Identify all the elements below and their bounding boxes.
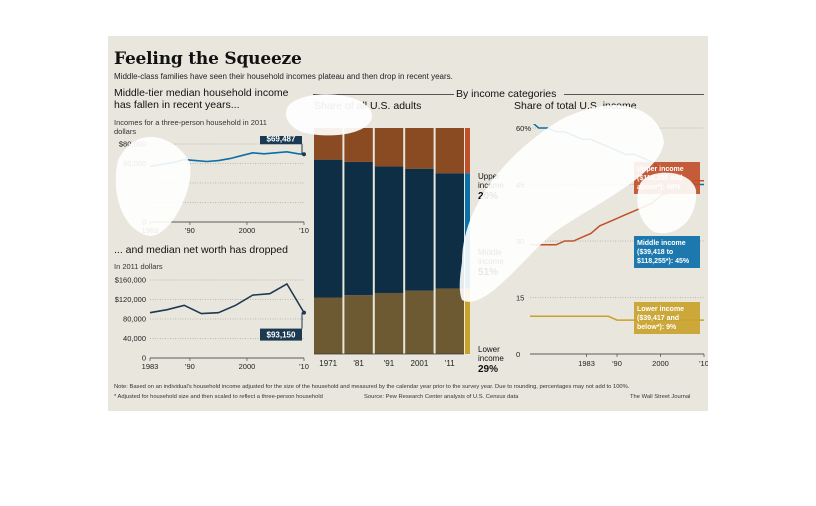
- y-tick-label: 80,000: [123, 315, 146, 324]
- categories-rule-left: [313, 94, 454, 95]
- x-tick-label: '10: [699, 359, 708, 368]
- series-label: ($39,417 and: [637, 315, 679, 322]
- categories-heading: By income categories: [456, 88, 557, 100]
- legend-label: income: [478, 354, 504, 363]
- x-tick-label: '90: [185, 226, 195, 235]
- x-tick-label: '90: [612, 359, 622, 368]
- bar-segment: [314, 297, 343, 354]
- series-label: below*): 9%: [637, 324, 677, 331]
- y-tick-label: 15: [516, 294, 524, 303]
- bar-segment: [374, 292, 404, 354]
- categories-rule-right: [564, 94, 704, 95]
- x-tick-label: 2000: [239, 362, 256, 371]
- x-tick-label: '91: [384, 359, 395, 368]
- income-note-line1: Incomes for a three-person household in …: [114, 118, 267, 127]
- y-tick-label: 45: [516, 181, 524, 190]
- legend-label: Lower: [478, 345, 500, 354]
- income-note-line2: dollars: [114, 127, 137, 136]
- legend-label: income: [478, 257, 504, 266]
- networth-note: In 2011 dollars: [114, 262, 163, 271]
- bar-segment: [344, 128, 373, 162]
- series-label: $118,255*): 45%: [637, 258, 690, 265]
- legend-value: 51%: [478, 267, 498, 278]
- bar-segment: [435, 173, 464, 289]
- y-tick-label: 60%: [516, 124, 531, 133]
- legend-label: Upper: [478, 172, 500, 181]
- footer-credit: The Wall Street Journal: [630, 394, 691, 400]
- end-point: [302, 152, 306, 157]
- footer-asterisk: * Adjusted for household size and then s…: [114, 394, 323, 400]
- legend-swatch: [465, 288, 470, 354]
- x-tick-label: 1983: [142, 362, 159, 371]
- chart-subtitle: Middle-class families have seen their ho…: [114, 72, 453, 81]
- series-line: [149, 282, 305, 315]
- end-point: [302, 310, 306, 315]
- networth-line-chart: 0 40,000 80,000 $120,000 $160,000 1983 '90 2000…: [115, 276, 309, 372]
- series-label: ($39,418 to: [637, 249, 673, 256]
- y-tick-label: $80,000: [119, 140, 146, 149]
- adults-heading: Share of all U.S. adults: [314, 100, 422, 112]
- bar-segment: [344, 161, 373, 296]
- x-tick-label: 1983: [578, 359, 595, 368]
- x-tick-label: '10: [299, 226, 309, 235]
- series-label: above*): 46%: [637, 184, 681, 191]
- legend-value: 29%: [478, 364, 498, 375]
- y-tick-label: 30: [516, 237, 524, 246]
- x-tick-label: 1971: [319, 359, 337, 368]
- bar-segment: [435, 288, 464, 354]
- series-label: Middle income: [637, 240, 686, 247]
- bar-segment: [344, 295, 373, 354]
- y-tick-label: 60,000: [123, 159, 146, 168]
- callout-box: [260, 136, 302, 145]
- bar-segment: [314, 159, 343, 298]
- y-tick-label: 40,000: [123, 334, 146, 343]
- networth-heading: ... and median net worth has dropped: [114, 244, 288, 256]
- bar-segment: [435, 128, 464, 174]
- income-heading-line1: Middle-tier median household income: [114, 87, 289, 99]
- y-tick-label: 0: [516, 350, 520, 359]
- bar-segment: [405, 168, 434, 291]
- callout-box: [260, 328, 302, 341]
- legend-label: income: [478, 181, 504, 190]
- series-label: Lower income: [637, 306, 684, 313]
- footer-source: Source: Pew Research Center analysis of …: [364, 394, 519, 400]
- series-line: [149, 150, 305, 168]
- x-tick-label: '10: [299, 362, 309, 371]
- adults-stacked-bar-chart: 1971'81'91 2001'11Upperincome20%Middleinc…: [314, 128, 504, 375]
- x-tick-label: 1983: [142, 226, 159, 235]
- bar-segment: [314, 128, 343, 160]
- x-tick-label: 2000: [239, 226, 256, 235]
- income-share-line-chart: 0 15 30 45 60% 1983 '90 2000 '10 Upper income ($11…: [516, 124, 708, 368]
- income-share-heading: Share of total U.S. income: [514, 100, 637, 112]
- bar-segment: [374, 128, 404, 167]
- chart-card: Feeling the Squeeze Middle-class familie…: [108, 36, 708, 411]
- x-tick-label: 2000: [652, 359, 669, 368]
- x-tick-label: '81: [353, 359, 364, 368]
- y-tick-label: $160,000: [115, 276, 146, 285]
- legend-swatch: [465, 128, 470, 174]
- callout-label: $69,487: [267, 136, 296, 143]
- chart-title: Feeling the Squeeze: [114, 49, 302, 69]
- x-tick-label: 2001: [411, 359, 429, 368]
- y-tick-label: 0: [142, 354, 146, 363]
- legend-label: Middle: [478, 248, 502, 257]
- y-tick-label: $120,000: [115, 295, 146, 304]
- bar-segment: [405, 128, 434, 169]
- income-heading-line2: has fallen in recent years...: [114, 99, 240, 111]
- x-tick-label: '11: [445, 359, 455, 368]
- legend-swatch: [465, 173, 470, 289]
- bar-segment: [405, 290, 434, 354]
- callout-label: $93,150: [267, 331, 296, 340]
- x-tick-label: '90: [185, 362, 195, 371]
- series-label: ($118,256 and: [637, 175, 683, 182]
- series-label: Upper income: [637, 166, 684, 173]
- footer-note: Note: Based on an individual's household…: [114, 384, 630, 390]
- series-label-box: [634, 302, 700, 334]
- bar-segment: [374, 166, 404, 293]
- legend-value: 20%: [478, 191, 498, 202]
